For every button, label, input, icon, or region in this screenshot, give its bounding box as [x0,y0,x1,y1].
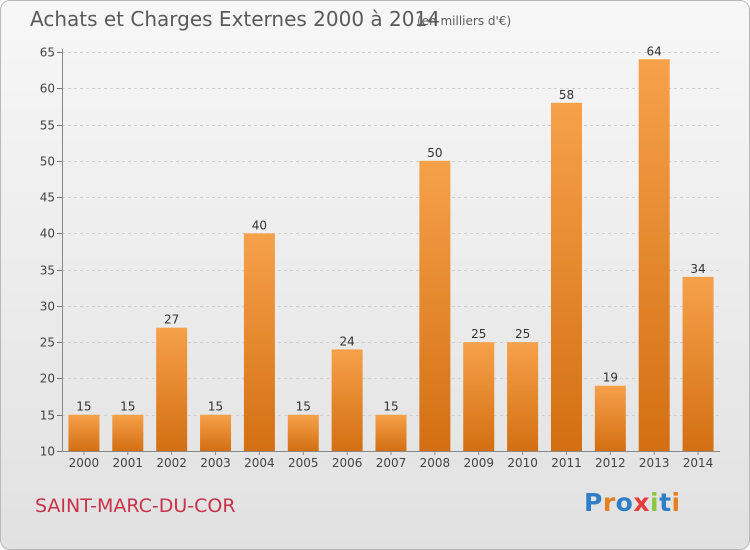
x-tick-label: 2006 [332,456,363,470]
y-tick-label: 15 [40,409,55,423]
bar [550,102,582,452]
bar [419,160,451,451]
x-tick-labels: 2000 2001 2002 2003 2004 2005 2006 2007 2008 2009… [69,451,714,470]
x-tick-label: 2001 [113,456,144,470]
x-tick-label: 2009 [463,456,494,470]
bar [638,59,670,451]
y-tick-label: 25 [40,336,55,350]
brand-letter: t [659,488,672,517]
bar [156,327,188,451]
x-tick-label: 2014 [683,456,714,470]
bar-value-label: 15 [208,400,223,414]
value-labels: 15 15 27 15 40 15 24 15 50 25 25 58 19 64 34 [76,44,705,413]
bar [331,349,363,451]
y-tick-label: 35 [40,264,55,278]
y-tick-label: 50 [40,155,55,169]
brand-letter: x [633,488,650,517]
bar-value-label: 50 [427,146,442,160]
y-tick-label: 10 [40,445,55,459]
bars [68,59,714,452]
bar-value-label: 27 [164,313,179,327]
bar-value-label: 24 [339,334,354,348]
y-tick-label: 55 [40,119,55,133]
y-tick-label: 40 [40,227,55,241]
y-tick-label: 60 [40,82,55,96]
x-tick-label: 2000 [69,456,100,470]
chart-subtitle: (en milliers d'€) [417,14,512,28]
bar [594,385,626,451]
bar-value-label: 15 [120,400,135,414]
brand-letter: i [650,488,660,517]
y-tick-labels: 10 15 20 25 30 35 40 45 50 55 60 65 [40,46,55,459]
x-tick-label: 2002 [156,456,187,470]
x-tick-label: 2007 [376,456,407,470]
y-tick-label: 45 [40,191,55,205]
brand-letter: r [602,488,616,517]
y-tick-label: 65 [40,46,55,60]
bar-value-label: 15 [383,400,398,414]
brand-logo: Proxiti [584,488,681,517]
bar-value-label: 15 [296,400,311,414]
bar-value-label: 25 [515,327,530,341]
x-tick-label: 2003 [200,456,231,470]
bar-value-label: 19 [603,371,618,385]
brand-letter: o [615,488,634,517]
bar-value-label: 64 [647,44,662,58]
y-tick-label: 20 [40,372,55,386]
x-tick-label: 2012 [595,456,626,470]
bar [287,414,319,451]
bar [200,414,232,451]
chart-title: Achats et Charges Externes 2000 à 2014 [30,7,440,31]
place-name: SAINT-MARC-DU-COR [35,495,236,517]
bar-value-label: 25 [471,327,486,341]
brand-letter: P [584,488,603,517]
x-tick-label: 2008 [420,456,451,470]
x-tick-label: 2011 [551,456,582,470]
bar [243,233,275,451]
bar [463,342,495,451]
bar-value-label: 15 [76,400,91,414]
bar [375,414,407,451]
bar-value-label: 40 [252,218,267,232]
bar [682,276,714,451]
x-tick-label: 2013 [639,456,670,470]
bar-value-label: 58 [559,88,574,102]
bar [507,342,539,451]
y-tick-label: 30 [40,300,55,314]
x-tick-label: 2004 [244,456,275,470]
bar-value-label: 34 [690,262,705,276]
bar [112,414,144,451]
bar [68,414,100,451]
x-tick-label: 2010 [507,456,538,470]
x-tick-label: 2005 [288,456,319,470]
brand-letter: i [671,488,681,517]
